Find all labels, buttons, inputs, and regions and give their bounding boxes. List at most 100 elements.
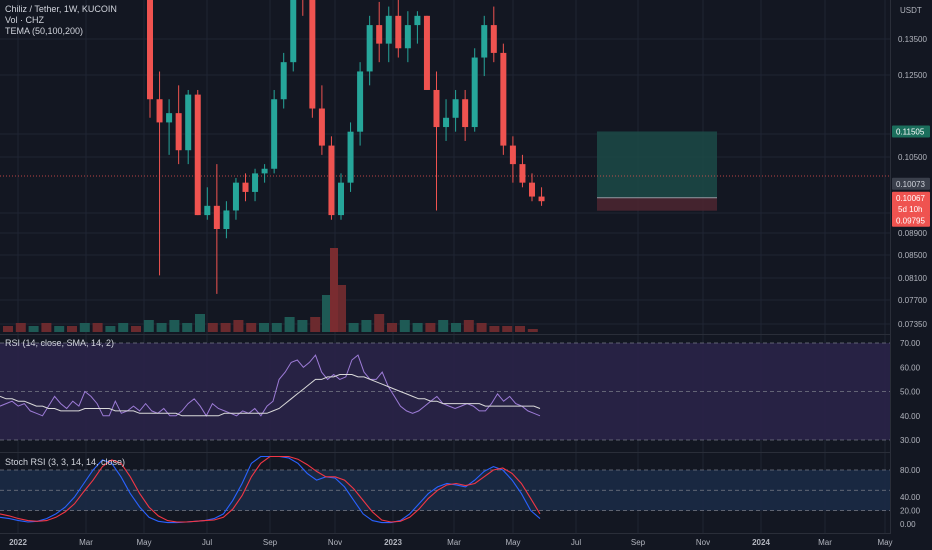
main-legend[interactable]: Chiliz / Tether, 1W, KUCOIN Vol · CHZ TE…: [5, 4, 117, 37]
volume-bar: [310, 317, 321, 332]
stoch-tick-label: 80.00: [900, 466, 921, 475]
candle-body: [519, 164, 526, 183]
stoch-legend[interactable]: Stoch RSI (3, 3, 14, 14, close): [5, 457, 125, 468]
time-tick-label: Mar: [447, 538, 461, 547]
volume-bar: [297, 320, 308, 332]
volume-bar: [374, 314, 385, 332]
long-position-tool[interactable]: [597, 131, 717, 211]
stoch-title[interactable]: Stoch RSI (3, 3, 14, 14, close): [5, 457, 126, 467]
volume-bar: [476, 323, 487, 332]
candle-body: [166, 113, 173, 123]
candle-body: [538, 196, 545, 202]
candle-body: [242, 182, 249, 192]
price-tick-label: 0.13500: [898, 35, 927, 44]
rsi-title[interactable]: RSI (14, close, SMA, 14, 2): [5, 338, 115, 348]
time-tick-label: May: [877, 538, 892, 547]
candle-body: [481, 25, 488, 58]
entry-price-tag-bg: [892, 177, 930, 190]
candle-body: [376, 25, 383, 44]
candle-body: [271, 99, 278, 169]
volume-bar: [348, 323, 359, 332]
candle-body: [223, 210, 230, 229]
time-axis: [0, 534, 891, 550]
candle-body: [404, 25, 411, 49]
price-axis: [891, 0, 932, 550]
last-price-tag-bg: [892, 191, 930, 216]
symbol-title[interactable]: Chiliz / Tether, 1W, KUCOIN: [5, 4, 117, 14]
time-tick-label: Mar: [79, 538, 93, 547]
volume-bar: [515, 326, 525, 332]
volume-bar: [259, 323, 269, 332]
volume-bar: [271, 323, 282, 332]
candle-body: [347, 131, 354, 183]
candle-body: [414, 15, 421, 26]
candle-body: [462, 99, 469, 128]
price-tick-label: 0.07700: [898, 296, 927, 305]
candle-body: [471, 57, 478, 128]
price-tick-label: 0.12500: [898, 71, 927, 80]
stop-price-tag: 0.09795: [896, 217, 925, 226]
volume-bar: [67, 326, 77, 332]
tema-legend[interactable]: TEMA (50,100,200): [5, 26, 84, 36]
stoch-rsi-pane: [0, 455, 890, 524]
time-tick-label: 2023: [384, 538, 402, 547]
volume-bar: [118, 323, 129, 332]
time-tick-label: Jul: [571, 538, 581, 547]
countdown-tag: 5d 10h: [898, 205, 922, 214]
candle-body: [232, 182, 239, 211]
volume-bar: [527, 329, 538, 332]
rsi-tick-label: 50.00: [900, 388, 921, 397]
volume-bar: [207, 323, 218, 332]
candle-body: [318, 108, 325, 146]
volume-bar: [15, 323, 26, 332]
position-profit-zone: [597, 131, 717, 198]
candle-body: [433, 89, 440, 128]
candle-body: [357, 71, 364, 132]
candle-body: [509, 145, 516, 165]
volume-bar: [463, 320, 474, 332]
candle-body: [185, 94, 192, 151]
candle-body: [213, 205, 220, 229]
volume-bar: [169, 320, 180, 332]
volume-legend[interactable]: Vol · CHZ: [5, 15, 45, 25]
volume-bar: [489, 326, 500, 332]
candle-body: [452, 99, 459, 118]
volume-bar: [399, 320, 410, 332]
rsi-tick-label: 30.00: [900, 436, 921, 445]
volume-bar: [361, 320, 372, 332]
stoch-tick-label: 20.00: [900, 507, 921, 516]
volume-bar: [195, 314, 205, 332]
last-price-tag: 0.10067: [896, 194, 925, 203]
candle-body: [194, 94, 201, 216]
volume-bar: [105, 326, 116, 332]
volume-bar: [54, 326, 65, 332]
volume-bar: [284, 317, 295, 332]
time-tick-label: 2024: [752, 538, 770, 547]
rsi-ma-line: [0, 374, 541, 417]
volume-bar: [233, 320, 244, 332]
candle-body: [385, 15, 392, 44]
stoch-tick-label: 40.00: [900, 493, 921, 502]
stoch-d-line: [0, 455, 541, 523]
volume-bar: [322, 295, 330, 332]
candle-body: [309, 0, 316, 109]
position-loss-zone: [597, 197, 717, 211]
price-tick-label: 0.08900: [898, 229, 927, 238]
volume-bar: [220, 323, 231, 332]
candle-body: [204, 205, 211, 216]
volume-bar: [156, 323, 167, 332]
candle-body: [395, 15, 402, 49]
volume-bar: [387, 323, 397, 332]
volume-bar: [451, 323, 461, 332]
rsi-legend[interactable]: RSI (14, close, SMA, 14, 2): [5, 338, 114, 349]
price-tick-label: 0.08100: [898, 274, 927, 283]
time-tick-label: Mar: [818, 538, 832, 547]
target-price-tag-bg: [892, 125, 930, 138]
volume-bar: [412, 323, 423, 332]
volume-bar: [425, 323, 436, 332]
candle-body: [252, 173, 259, 192]
volume-bar: [438, 320, 449, 332]
candle-body: [423, 15, 430, 90]
